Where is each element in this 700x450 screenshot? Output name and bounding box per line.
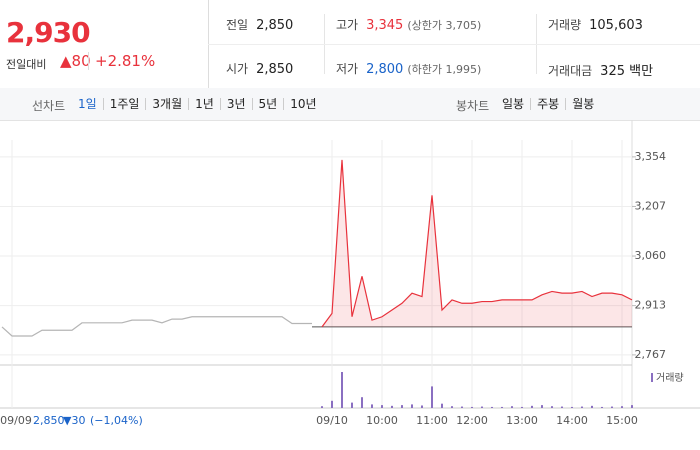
x-tick-label: 15:00: [606, 414, 638, 427]
stat-value: 2,850: [256, 62, 294, 77]
stat-label: 고가: [336, 18, 359, 32]
volume-bar: [411, 404, 413, 408]
volume-bar: [451, 406, 453, 408]
stat: 시가 2,850: [226, 60, 293, 77]
footer-price: 2,850: [33, 414, 65, 427]
stat-label: 전일: [226, 18, 249, 32]
change: ▲80: [60, 52, 91, 70]
y-tick-label: 3,354: [635, 150, 667, 163]
volume-bar: [391, 405, 393, 408]
quote-header: 2,930 전일대비 ▲80 +2.81% 전일 2,850 고가 3,345 (상한가…: [0, 0, 700, 89]
stat: 고가 3,345 (상한가 3,705): [336, 16, 481, 33]
y-tick-label: 3,060: [635, 249, 667, 262]
x-tick-label: 13:00: [506, 414, 538, 427]
stat-value: 2,800: [366, 62, 404, 77]
volume-bar: [561, 406, 563, 408]
volume-bar: [421, 405, 423, 408]
price-line: [1, 316, 312, 337]
change-label: 전일대비: [6, 58, 47, 71]
footer-change: ▼30: [63, 414, 85, 427]
volume-bar: [501, 406, 503, 408]
volume-bar: [471, 406, 473, 408]
stat: 거래량 105,603: [548, 16, 643, 33]
tab-label: 봉차트: [456, 99, 490, 113]
volume-bar: [401, 405, 403, 408]
volume-bar: [511, 406, 513, 408]
area-fill: [322, 159, 632, 327]
x-tick-label: 12:00: [456, 414, 488, 427]
x-tick-label: 10:00: [366, 414, 398, 427]
candle-tabs: 일봉 주봉 월봉: [496, 97, 600, 111]
x-tick-label: 14:00: [556, 414, 588, 427]
volume-bar: [591, 405, 593, 408]
y-tick-label: 2,767: [635, 348, 667, 361]
volume-bar: [611, 406, 613, 408]
stat-label: 저가: [336, 62, 359, 76]
volume-bar: [361, 397, 363, 408]
y-tick-label: 3,207: [635, 199, 667, 212]
change-pct: +2.81%: [88, 52, 155, 70]
range-tabs: 1일 1주일 3개월 1년 3년 5년 10년: [72, 97, 323, 111]
volume-bar: [481, 406, 483, 408]
volume-bar: [631, 405, 633, 408]
volume-bar: [431, 386, 433, 408]
stat-note: (상한가 3,705): [407, 19, 482, 32]
stat-value: 2,850: [256, 18, 294, 33]
tab[interactable]: 일봉: [502, 97, 525, 111]
volume-bar: [341, 372, 343, 408]
volume-bar: [601, 406, 603, 408]
tab[interactable]: 5년: [251, 98, 284, 110]
volume-bar: [371, 404, 373, 408]
volume-bar: [351, 402, 353, 408]
tab[interactable]: 3년: [219, 98, 252, 110]
tab[interactable]: 1일: [78, 97, 97, 111]
stat-label: 거래량: [548, 18, 582, 32]
x-tick-label: 09/10: [316, 414, 348, 427]
price: 2,930: [6, 16, 91, 49]
volume-bar: [571, 406, 573, 408]
y-tick-label: 2,913: [635, 299, 667, 312]
volume-bar: [621, 406, 623, 408]
volume-bar: [441, 403, 443, 408]
stat-value: 325 백만: [600, 64, 654, 79]
stat-value: 105,603: [589, 18, 643, 33]
stat-value: 3,345: [366, 18, 404, 33]
stat-note: (하한가 1,995): [407, 63, 482, 76]
stat: 저가 2,800 (하한가 1,995): [336, 60, 481, 77]
volume-bar: [581, 406, 583, 408]
volume-bar: [491, 406, 493, 408]
divider: [208, 44, 700, 45]
volume-bar: [381, 405, 383, 408]
footer-pct: (−1,04%): [90, 414, 143, 427]
tab[interactable]: 10년: [283, 98, 322, 110]
legend-label: 거래량: [656, 372, 684, 384]
tab-bar: 선차트 1일 1주일 3개월 1년 3년 5년 10년 봉차트 일봉 주봉 월봉: [0, 88, 700, 121]
x-tick-label: 11:00: [416, 414, 448, 427]
price-line: [321, 159, 633, 328]
legend-swatch: [651, 373, 653, 382]
volume-bar: [461, 406, 463, 408]
stat-label: 거래대금: [548, 64, 593, 78]
tab[interactable]: 주봉: [530, 98, 565, 110]
volume-bar: [531, 405, 533, 408]
stat: 거래대금 325 백만: [548, 60, 653, 79]
tab[interactable]: 3개월: [145, 98, 188, 110]
volume-bar: [331, 400, 333, 408]
tab-label: 선차트: [32, 99, 66, 113]
volume-bar: [551, 406, 553, 408]
tab[interactable]: 1주일: [102, 98, 146, 110]
stat: 전일 2,850: [226, 16, 293, 33]
volume-bar: [521, 406, 523, 408]
x-tick-label: 09/09: [0, 414, 32, 427]
tab[interactable]: 월봉: [565, 98, 600, 110]
tab[interactable]: 1년: [188, 98, 220, 110]
volume-bar: [541, 405, 543, 408]
volume-bar: [321, 406, 323, 408]
stat-label: 시가: [226, 62, 249, 76]
